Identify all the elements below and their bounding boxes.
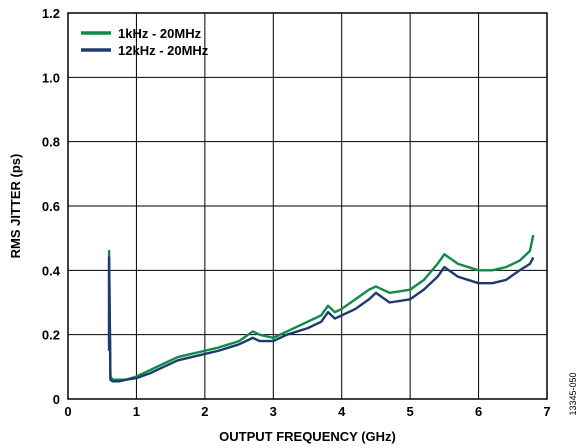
y-axis-ticks: 0 0.2 0.4 0.6 0.8 1.0 1.2 (42, 6, 61, 407)
y-tick-label: 0.4 (42, 263, 61, 278)
legend-label: 1kHz - 20MHz (118, 26, 202, 41)
x-tick-label: 4 (338, 404, 346, 419)
series-lines (109, 235, 533, 381)
series-line-2 (109, 257, 533, 381)
legend: 1kHz - 20MHz 12kHz - 20MHz (81, 26, 209, 58)
x-axis-ticks: 0 1 2 3 4 5 6 7 (64, 404, 550, 419)
legend-label: 12kHz - 20MHz (118, 43, 209, 58)
y-tick-label: 1.2 (42, 6, 60, 21)
x-axis-title: OUTPUT FREQUENCY (GHz) (219, 429, 396, 444)
x-tick-label: 1 (133, 404, 140, 419)
x-tick-label: 0 (64, 404, 71, 419)
y-tick-label: 0.8 (42, 135, 60, 150)
series-line-1 (109, 235, 533, 380)
y-tick-label: 0.2 (42, 328, 60, 343)
figure-id: 13345-050 (568, 372, 578, 415)
y-tick-label: 0 (53, 392, 60, 407)
y-axis-title: RMS JITTER (ps) (8, 154, 23, 259)
y-tick-label: 0.6 (42, 199, 60, 214)
x-tick-label: 6 (475, 404, 482, 419)
x-tick-label: 3 (270, 404, 277, 419)
x-tick-label: 5 (407, 404, 414, 419)
x-tick-label: 2 (201, 404, 208, 419)
grid-lines (68, 13, 547, 399)
x-tick-label: 7 (543, 404, 550, 419)
y-tick-label: 1.0 (42, 70, 60, 85)
